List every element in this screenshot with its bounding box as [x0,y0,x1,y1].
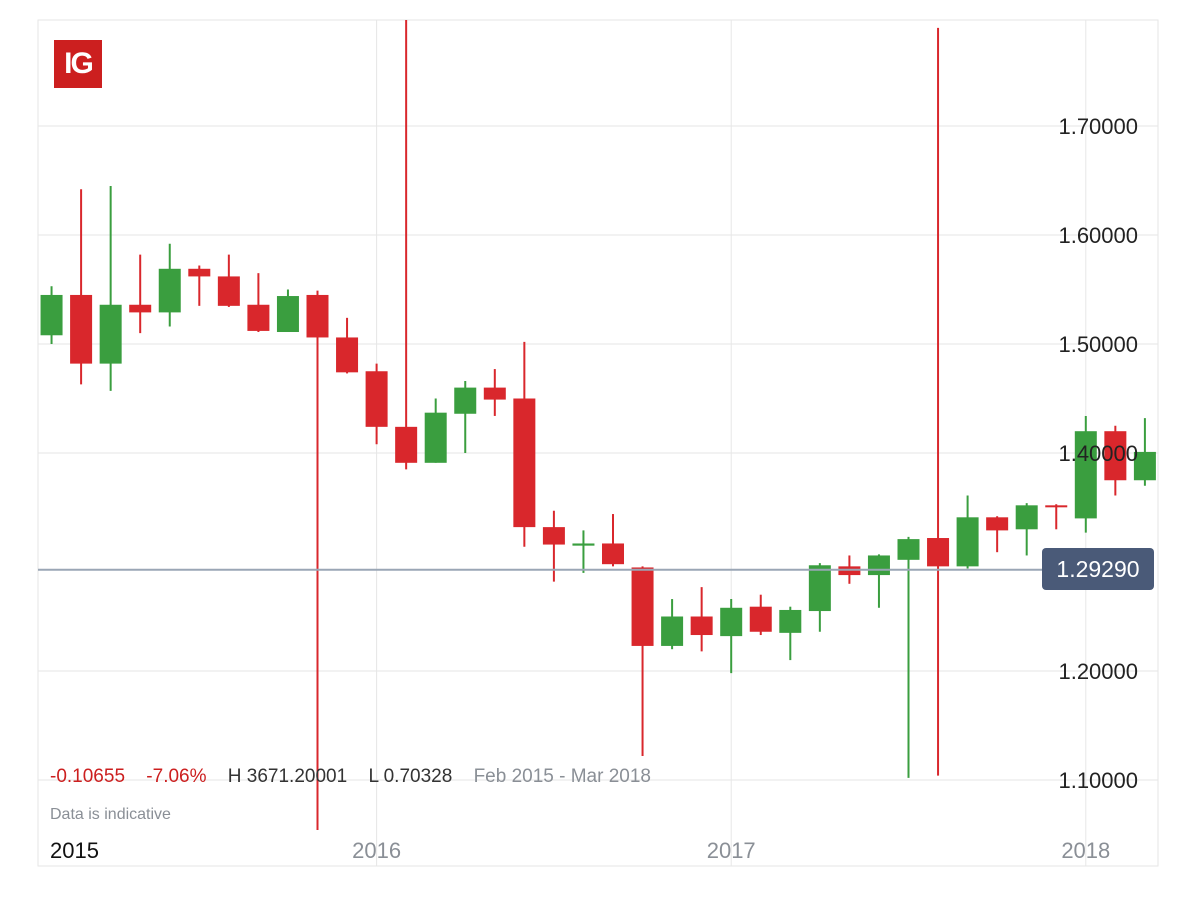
candle [572,530,595,573]
candle-body [483,387,506,400]
y-tick-label: 1.50000 [1058,332,1138,357]
candle [70,189,93,385]
candle-body [572,543,595,546]
high-value: H 3671.20001 [227,766,348,787]
candle [217,254,240,307]
disclaimer-note: Data is indicative [50,806,171,823]
candle-body [158,268,181,313]
stats-bar: -0.10655 -7.06% H 3671.20001 L 0.70328 F… [50,766,667,788]
candle [661,599,684,650]
candle-body [336,337,359,373]
x-tick-label: 2015 [50,838,99,863]
candle [1133,418,1156,486]
candle [1074,415,1097,533]
low-value: L 0.70328 [368,766,453,787]
candle-body [897,539,920,560]
candle-body [867,555,890,576]
candle-body [1133,451,1156,481]
candle [927,27,950,776]
candle [690,587,713,652]
candle-body [1074,431,1097,519]
candle-body [276,296,299,333]
candle-body [40,294,63,336]
candle [424,398,447,463]
y-tick-label: 1.70000 [1058,114,1138,139]
candle-body [749,606,772,632]
x-tick-label: 2017 [707,838,756,863]
candle [99,185,122,391]
candle-body [986,517,1009,531]
candle [779,606,802,661]
candle-body [631,567,654,646]
candle [395,20,418,470]
candle-body [424,412,447,463]
candle-body [129,304,152,313]
candle-body [956,517,979,567]
ig-logo: IG [54,40,102,88]
candle [454,381,477,453]
candle [986,516,1009,553]
candle [513,341,536,547]
candle [306,290,329,830]
candle-body [808,565,831,612]
change-value: -0.10655 [50,766,126,787]
x-tick-label: 2016 [352,838,401,863]
y-tick-label: 1.60000 [1058,223,1138,248]
candle-body [927,538,950,567]
change-percent: -7.06% [146,766,207,787]
candle-body [365,371,388,427]
x-axis-ticks: 2015 2016 2017 2018 [50,838,1110,863]
y-tick-label: 1.40000 [1058,441,1138,466]
candle [336,317,359,374]
y-tick-label: 1.20000 [1058,659,1138,684]
candle-body [542,527,565,545]
candle-body [217,276,240,306]
candle-body [188,268,211,277]
candle-body [513,398,536,528]
candle [247,273,270,333]
candle-body [720,607,743,637]
candle-body [99,304,122,364]
candle-body [661,616,684,646]
y-axis-ticks: 1.70000 1.60000 1.50000 1.40000 1.20000 1.100… [1058,114,1138,793]
candle-body [70,294,93,364]
candle [956,495,979,569]
candle-body [1104,431,1127,481]
date-range: Feb 2015 - Mar 2018 [473,766,652,787]
candle-body [306,294,329,338]
x-tick-label: 2018 [1061,838,1110,863]
candle [158,243,181,327]
candle [365,363,388,445]
candle-body [454,387,477,414]
candle-body [1015,505,1038,530]
candle [897,536,920,778]
candle [1104,425,1127,496]
candle [1015,503,1038,556]
candle [188,265,211,306]
candle-body [1045,505,1068,508]
candle [602,514,624,567]
candle [749,594,772,636]
candle [129,254,152,334]
candle-body [602,543,624,565]
candle [720,599,743,674]
candle [483,369,506,416]
current-price-tag: 1.29290 [1042,548,1154,590]
candle [1045,504,1068,530]
candle-body [690,616,713,636]
candle [40,286,63,344]
plot-frame [37,19,1159,867]
candle-body [779,609,802,633]
candle-body [395,426,418,463]
candle [631,566,654,757]
candle [808,563,831,632]
candle-body [247,304,270,331]
candle [276,289,299,333]
y-tick-label: 1.10000 [1058,768,1138,793]
